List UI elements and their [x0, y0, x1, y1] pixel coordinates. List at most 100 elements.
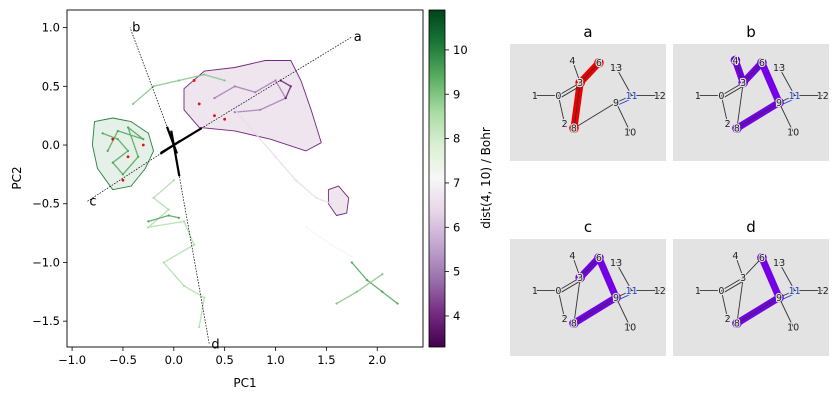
atom-label: 10 [787, 127, 799, 138]
highlight-point [121, 178, 125, 182]
atom-label: 2 [562, 119, 568, 130]
density-region-3 [327, 185, 350, 216]
trajectory-2-point [177, 79, 180, 82]
y-axis-label: PC2 [10, 166, 24, 189]
colorbar-label: dist(4, 10) / Bohr [479, 127, 493, 229]
trajectory-4-point [167, 214, 170, 217]
atom-label: 12 [654, 91, 666, 102]
y-tick-label: −1.0 [32, 255, 60, 269]
trajectory-3-point [162, 261, 165, 264]
trajectory-3-point [198, 325, 201, 329]
atom-label: 1 [532, 286, 538, 297]
trajectory-1 [101, 125, 144, 176]
trajectory-9 [234, 109, 333, 205]
atom-label: 2 [725, 119, 731, 130]
trajectory-6-point [355, 290, 358, 293]
atom-label: 9 [776, 98, 782, 109]
trajectory-6-point [381, 273, 384, 276]
bond [571, 60, 581, 83]
trajectory-5-point [350, 261, 353, 264]
direction-line-d [173, 144, 210, 345]
highlight-points [111, 79, 227, 182]
bond [558, 82, 581, 96]
x-tick-label: 1.5 [317, 353, 335, 367]
bond [573, 82, 581, 129]
trajectory-4-point [177, 216, 180, 219]
density-region-2 [183, 60, 322, 152]
atom-label: 11 [789, 91, 801, 102]
trajectory-2-point [203, 73, 206, 76]
double-bond-line [617, 292, 634, 301]
trajectory-8-point [284, 96, 287, 100]
direction-label-d: d [211, 338, 219, 353]
trajectory-9-point [274, 155, 277, 158]
bond [571, 255, 581, 278]
bond [615, 290, 632, 298]
trajectory-2-point [132, 102, 135, 106]
highlighted-bond [595, 254, 620, 301]
double-bond-line [559, 84, 582, 99]
highlight-point [126, 155, 130, 159]
y-tick-label: −0.5 [32, 197, 60, 211]
atom-label: 10 [624, 127, 636, 138]
highlighted-bond [758, 59, 783, 106]
atom-label: 11 [789, 286, 801, 297]
trajectory-1-point [121, 173, 125, 176]
trajectory-7-point [233, 111, 236, 114]
x-tick-label: 2.0 [368, 353, 386, 367]
trajectory-3 [146, 179, 206, 328]
bond [557, 290, 566, 319]
y-tick-label: 0.5 [42, 79, 60, 93]
atom-label: 12 [654, 286, 666, 297]
colorbar-gradient [428, 9, 446, 348]
bond [721, 82, 744, 96]
double-bond-line [722, 84, 745, 99]
molecule-panel-title: b [746, 23, 756, 41]
trajectory-7-point [254, 91, 257, 94]
direction-label-c: c [89, 194, 96, 209]
double-bond-line [780, 97, 797, 106]
trajectory-9-point [315, 196, 318, 199]
trajectory-1-point [111, 161, 114, 164]
molecule-panel-title: d [746, 218, 756, 236]
highlight-point [223, 117, 227, 121]
atom-label: 1 [532, 91, 538, 102]
double-bond-line [722, 279, 745, 294]
colorbar-tick-label: 6 [453, 220, 460, 234]
colorbar-tick-label: 7 [453, 176, 460, 190]
atom-label: 6 [596, 58, 602, 69]
y-tick-label: 0.0 [42, 138, 60, 152]
atom-label: 13 [610, 258, 622, 269]
colorbar-tick-label: 8 [453, 132, 460, 146]
trajectory-series [101, 73, 399, 329]
highlight-point [197, 102, 201, 106]
bond [573, 102, 617, 129]
bond [736, 277, 744, 324]
atom-label: 9 [776, 293, 782, 304]
bond [579, 62, 600, 83]
bond [778, 297, 794, 327]
colorbar-ticks: 4 5 6 7 8 9 10 [445, 43, 468, 323]
trajectory-1-point [101, 132, 104, 135]
y-tick-label: 1.0 [42, 21, 60, 35]
highlight-point [111, 137, 115, 141]
trajectory-3-point [147, 226, 150, 229]
trajectory-9-point [233, 108, 236, 111]
bond [721, 277, 744, 291]
trajectory-3-point [172, 179, 175, 182]
atom-label: 0 [718, 91, 724, 102]
bond [742, 257, 763, 278]
molecule-panel-background [510, 44, 666, 161]
atom-label: 0 [555, 91, 561, 102]
plot-frame [66, 9, 424, 348]
atom-label: 4 [732, 251, 738, 262]
trajectory-3-point [167, 208, 170, 211]
bond [615, 262, 633, 291]
y-axis-ticks: −1.5 −1.0 −0.5 0.0 0.5 1.0 [32, 21, 67, 328]
trajectory-1-point [142, 138, 145, 141]
bond [615, 102, 631, 132]
bond [557, 95, 566, 124]
x-tick-label: −1.0 [58, 353, 86, 367]
trajectory-9-point [294, 179, 297, 182]
